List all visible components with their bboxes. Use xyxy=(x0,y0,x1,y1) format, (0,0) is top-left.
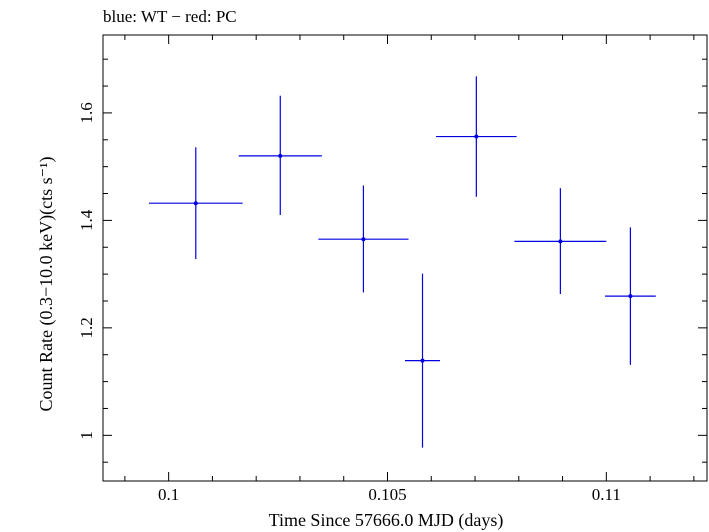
x-axis-label: Time Since 57666.0 MJD (days) xyxy=(269,510,504,531)
data-point xyxy=(474,134,479,139)
y-tick-label: 1 xyxy=(77,431,96,440)
y-tick-label: 1.2 xyxy=(77,317,96,338)
y-axis-label: Count Rate (0.3−10.0 keV)(cts s⁻¹) xyxy=(36,156,57,411)
data-series-wt xyxy=(148,76,656,448)
chart-title: blue: WT − red: PC xyxy=(103,7,237,26)
data-point xyxy=(193,201,198,206)
data-point xyxy=(361,237,366,242)
x-tick-label: 0.1 xyxy=(158,485,179,504)
data-point xyxy=(628,294,633,299)
y-tick-label: 1.4 xyxy=(77,209,96,231)
data-point xyxy=(558,239,563,244)
y-axis: 1 1.2 1.4 1.6 xyxy=(77,58,707,463)
y-tick-label: 1.6 xyxy=(77,102,96,123)
x-tick-label: 0.105 xyxy=(368,485,406,504)
data-point xyxy=(420,358,425,363)
plot-frame xyxy=(102,34,708,482)
data-point xyxy=(278,153,283,158)
x-tick-label: 0.11 xyxy=(592,485,621,504)
x-axis: 0.1 0.105 0.11 xyxy=(124,35,695,504)
